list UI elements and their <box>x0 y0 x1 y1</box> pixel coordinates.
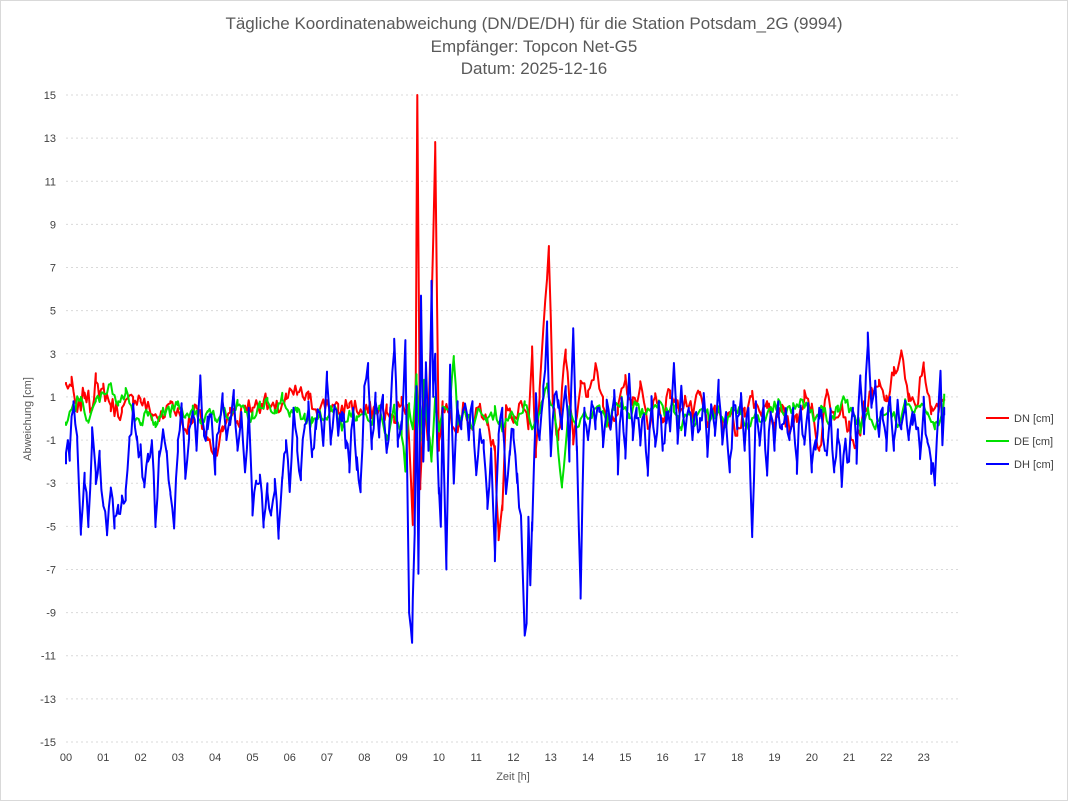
x-tick-label: 16 <box>657 752 669 764</box>
y-tick-label: -15 <box>40 737 56 749</box>
y-tick-label: -13 <box>40 694 56 706</box>
x-axis-ticks: 00 01 02 03 04 05 06 07 08 09 10 11 12 13 14 15 16 17 18 19… <box>60 752 930 764</box>
y-tick-label: 5 <box>50 306 56 318</box>
x-tick-label: 00 <box>60 752 72 764</box>
x-tick-label: 02 <box>134 752 146 764</box>
x-tick-label: 17 <box>694 752 706 764</box>
gridlines <box>66 94 961 743</box>
chart-subtitle: Empfänger: Topcon Net-G5 <box>431 37 638 56</box>
y-tick-label: 1 <box>50 392 56 404</box>
x-tick-label: 03 <box>172 752 184 764</box>
x-tick-label: 22 <box>880 752 892 764</box>
x-tick-label: 15 <box>619 752 631 764</box>
x-tick-label: 18 <box>731 752 743 764</box>
y-tick-label: -1 <box>46 435 56 447</box>
x-tick-label: 07 <box>321 752 333 764</box>
y-tick-label: 3 <box>50 349 56 361</box>
x-tick-label: 21 <box>843 752 855 764</box>
x-tick-label: 11 <box>470 752 481 764</box>
chart-date: Datum: 2025-12-16 <box>461 59 607 78</box>
legend: DN [cm] DE [cm] DH [cm] <box>986 413 1054 471</box>
legend-label: DH [cm] <box>1014 459 1054 471</box>
y-tick-label: 9 <box>50 219 56 231</box>
legend-label: DN [cm] <box>1014 413 1054 425</box>
x-tick-label: 20 <box>806 752 818 764</box>
chart-title: Tägliche Koordinatenabweichung (DN/DE/DH… <box>225 14 842 33</box>
y-tick-label: 11 <box>45 176 56 188</box>
legend-label: DE [cm] <box>1014 436 1053 448</box>
series-line-dh <box>65 279 946 644</box>
x-tick-label: 09 <box>396 752 408 764</box>
x-tick-label: 12 <box>507 752 519 764</box>
series-line-dn <box>65 94 946 542</box>
x-tick-label: 13 <box>545 752 557 764</box>
x-axis-label: Zeit [h] <box>496 771 530 783</box>
y-tick-label: -7 <box>46 564 56 576</box>
y-tick-label: -5 <box>46 521 56 533</box>
plot-series <box>65 94 946 644</box>
x-tick-label: 10 <box>433 752 445 764</box>
x-tick-label: 04 <box>209 752 221 764</box>
y-axis-label: Abweichung [cm] <box>22 377 34 461</box>
x-tick-label: 06 <box>284 752 296 764</box>
series-line-de <box>65 355 946 489</box>
y-tick-label: -11 <box>41 651 56 663</box>
x-tick-label: 23 <box>918 752 930 764</box>
y-tick-label: -9 <box>46 608 56 620</box>
x-tick-label: 14 <box>582 752 594 764</box>
x-tick-label: 01 <box>97 752 109 764</box>
x-tick-label: 08 <box>358 752 370 764</box>
y-tick-label: 13 <box>44 133 56 145</box>
y-tick-label: -3 <box>46 478 56 490</box>
y-axis-ticks: 15 13 11 9 7 5 3 1 -1 -3 -5 -7 -9 -11 -13 -15 <box>40 90 56 749</box>
y-tick-label: 7 <box>50 263 56 275</box>
x-tick-label: 19 <box>768 752 780 764</box>
x-tick-label: 05 <box>246 752 258 764</box>
y-tick-label: 15 <box>44 90 56 102</box>
